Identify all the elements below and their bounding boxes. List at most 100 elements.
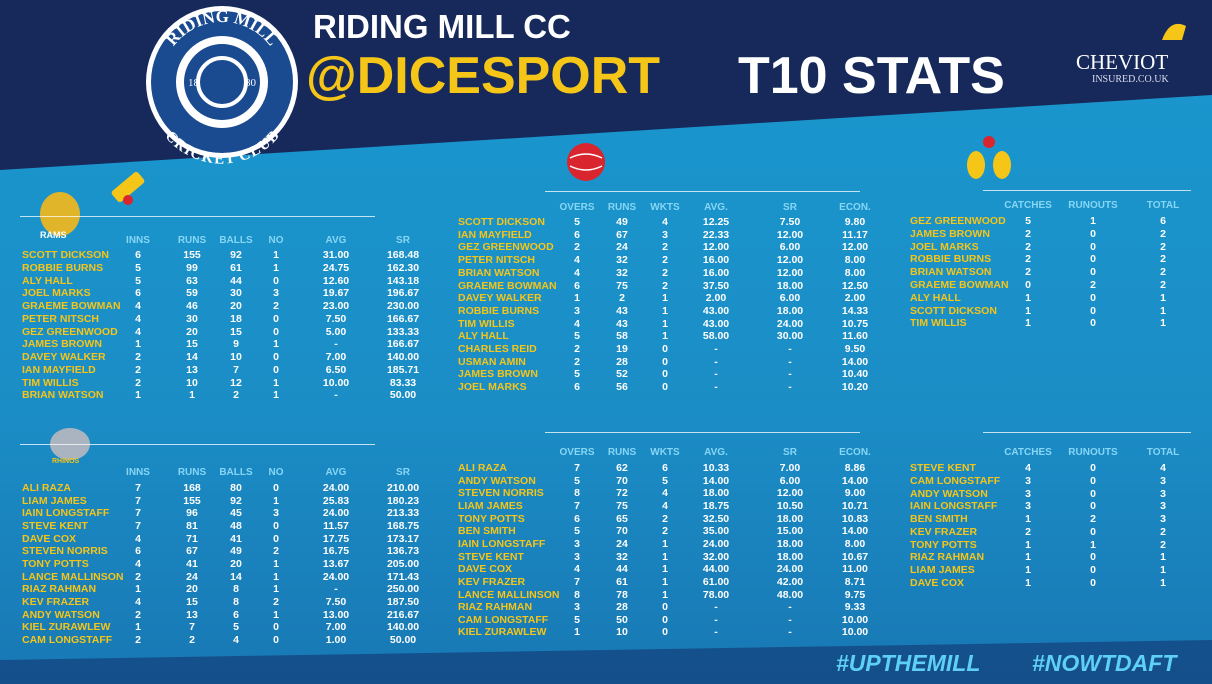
stat-value: 1 xyxy=(273,557,279,570)
stat-value: 10 xyxy=(230,351,242,363)
stat-value: 213.33 xyxy=(386,507,420,520)
stat-value: 2 xyxy=(135,570,141,583)
stat-value: 1 xyxy=(273,338,279,351)
stat-value: 63 xyxy=(186,274,198,287)
subtitle-highlight: @DICESPORT xyxy=(306,47,661,105)
stat-value: 59 xyxy=(186,287,198,300)
stat-value: 1 xyxy=(1090,538,1096,551)
stat-value: 0 xyxy=(1090,291,1096,304)
stat-value: 18.00 xyxy=(776,304,804,317)
stat-value: 32.00 xyxy=(702,550,730,563)
player-name: USMAN AMIN xyxy=(458,355,526,368)
stat-value: 2 xyxy=(662,254,668,267)
stat-value: 58.00 xyxy=(702,330,730,343)
stat-value: 15.00 xyxy=(776,525,804,538)
stat-value: 1.00 xyxy=(325,633,347,646)
stat-value: 49 xyxy=(616,216,628,228)
stat-value: 4 xyxy=(135,300,141,312)
stat-value: 14.33 xyxy=(841,304,869,317)
player-name: DAVE COX xyxy=(910,576,965,589)
stat-value: 3 xyxy=(1160,487,1166,500)
player-name: TONY POTTS xyxy=(458,512,525,525)
stat-value: 70 xyxy=(616,474,628,487)
stat-value: 24.00 xyxy=(776,317,804,330)
player-name: TIM WILLIS xyxy=(22,376,79,389)
player-name: RIAZ RAHMAN xyxy=(458,601,533,614)
column-header: INNS xyxy=(126,467,150,478)
stat-value: 5 xyxy=(574,368,580,381)
stat-value: 0 xyxy=(1090,564,1096,576)
stat-value: 0 xyxy=(1090,240,1096,253)
stat-value: 24.00 xyxy=(322,482,350,494)
stat-value: - xyxy=(788,381,792,394)
stat-value: 1 xyxy=(662,537,668,550)
stat-value: 2 xyxy=(1025,525,1031,538)
player-name: ALY HALL xyxy=(22,274,73,287)
player-name: DAVE COX xyxy=(22,532,77,545)
stat-value: 1 xyxy=(273,376,279,389)
player-name: STEVE KENT xyxy=(910,462,976,474)
stat-value: 7.50 xyxy=(325,312,347,325)
stat-value: 7.00 xyxy=(325,621,347,634)
player-name: STEVE KENT xyxy=(458,550,524,563)
player-name: CAM LONGSTAFF xyxy=(22,633,113,646)
stat-value: 2 xyxy=(1160,227,1166,240)
stat-value: 6 xyxy=(135,249,141,261)
stat-value: 10.00 xyxy=(841,613,869,626)
stat-value: 44 xyxy=(616,563,628,576)
stat-value: 43 xyxy=(616,304,628,317)
stat-value: 173.17 xyxy=(386,532,420,545)
stat-value: 0 xyxy=(1090,551,1096,564)
stat-value: 7 xyxy=(574,575,580,588)
player-name: IAIN LONGSTAFF xyxy=(22,507,110,520)
stat-value: 0 xyxy=(273,363,279,376)
stat-value: 13.67 xyxy=(322,557,350,570)
stat-value: 1 xyxy=(662,588,668,601)
divider xyxy=(20,444,375,445)
stat-value: 3 xyxy=(574,304,580,317)
stat-value: 4 xyxy=(662,216,668,228)
column-header: NO xyxy=(268,467,284,478)
stat-value: 6 xyxy=(233,608,239,621)
player-name: PETER NITSCH xyxy=(22,312,100,325)
stat-value: 2 xyxy=(662,241,668,254)
divider xyxy=(983,190,1191,191)
stat-value: 14.00 xyxy=(841,474,869,487)
stat-value: 52 xyxy=(616,368,628,381)
player-name: STEVE KENT xyxy=(22,519,88,532)
player-name: JAMES BROWN xyxy=(910,227,990,240)
stat-value: 0 xyxy=(273,312,279,325)
player-name: ALI RAZA xyxy=(458,462,507,474)
stat-value: 14.00 xyxy=(702,474,730,487)
stat-value: 0 xyxy=(1090,500,1096,513)
stat-value: 30 xyxy=(230,287,242,300)
player-name: SCOTT DICKSON xyxy=(910,304,997,317)
stat-value: 1 xyxy=(135,583,141,596)
stat-value: 1 xyxy=(662,550,668,563)
stat-value: 12 xyxy=(230,376,242,389)
stat-value: - xyxy=(714,355,718,368)
team-label: RHINOS xyxy=(52,458,80,465)
stat-value: 10 xyxy=(616,626,628,639)
stat-value: 0 xyxy=(1090,317,1096,330)
stat-value: 18.00 xyxy=(776,537,804,550)
player-name: DAVEY WALKER xyxy=(458,292,542,305)
player-name: SCOTT DICKSON xyxy=(22,249,109,261)
player-name: TONY POTTS xyxy=(22,557,89,570)
stat-value: 1 xyxy=(273,389,279,402)
stat-value: 168.48 xyxy=(386,249,420,261)
stat-value: 56 xyxy=(616,381,628,394)
stat-value: 10.83 xyxy=(841,512,869,525)
stat-value: 4 xyxy=(135,595,141,608)
stat-value: 1 xyxy=(1025,513,1031,525)
stat-value: 2 xyxy=(1160,525,1166,538)
stat-value: 0 xyxy=(273,325,279,338)
stat-value: 3 xyxy=(1025,474,1031,487)
stat-value: - xyxy=(334,583,338,596)
stat-value: 10.00 xyxy=(841,626,869,639)
stat-value: 162.30 xyxy=(386,261,420,274)
stat-value: 2 xyxy=(1160,266,1166,279)
stat-value: 28 xyxy=(616,355,628,368)
stat-value: 9.00 xyxy=(844,487,866,500)
column-header: OVERS xyxy=(559,202,595,213)
